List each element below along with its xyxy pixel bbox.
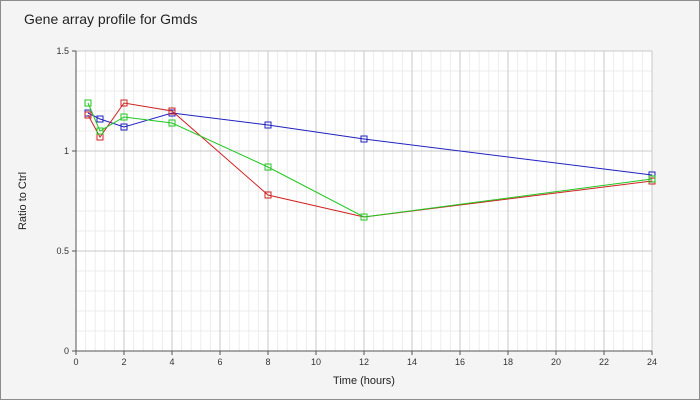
series-3	[84, 99, 656, 221]
x-tick-label: 14	[407, 357, 417, 367]
data-point-marker	[96, 127, 104, 135]
series-line	[87, 102, 653, 218]
x-tick-label: 0	[73, 357, 78, 367]
data-point-marker	[120, 123, 128, 131]
data-point-marker	[264, 191, 272, 199]
x-tick-label: 4	[169, 357, 174, 367]
x-axis-label: Time (hours)	[333, 375, 395, 387]
data-point-marker	[84, 111, 92, 119]
data-point-marker	[120, 99, 128, 107]
data-point-marker	[648, 175, 656, 183]
x-tick-label: 18	[503, 357, 513, 367]
y-axis-ticks: 0 0.5 1 1.5	[56, 46, 76, 356]
data-point-marker	[264, 121, 272, 129]
x-tick-label: 12	[359, 357, 369, 367]
y-tick-label: 1	[64, 146, 69, 156]
series-line	[87, 112, 653, 176]
x-tick-label: 16	[455, 357, 465, 367]
chart-title: Gene array profile for Gmds	[24, 11, 198, 27]
y-tick-label: 0	[64, 346, 69, 356]
x-tick-label: 22	[599, 357, 609, 367]
x-tick-label: 10	[311, 357, 321, 367]
data-point-marker	[360, 135, 368, 143]
data-point-marker	[120, 113, 128, 121]
x-tick-label: 6	[217, 357, 222, 367]
data-point-marker	[168, 119, 176, 127]
data-point-marker	[84, 99, 92, 107]
x-axis-ticks: 0 2 4 6 8 10 12 14 16 18 20 22 24	[73, 351, 657, 367]
x-tick-label: 24	[647, 357, 657, 367]
x-tick-label: 2	[121, 357, 126, 367]
series-layer	[84, 99, 656, 221]
y-tick-label: 1.5	[56, 46, 69, 56]
data-point-marker	[96, 115, 104, 123]
data-point-marker	[168, 107, 176, 115]
y-tick-label: 0.5	[56, 246, 69, 256]
data-point-marker	[264, 163, 272, 171]
x-tick-label: 8	[265, 357, 270, 367]
x-tick-label: 20	[551, 357, 561, 367]
y-axis-label: Ratio to Ctrl	[17, 172, 29, 230]
data-point-marker	[360, 213, 368, 221]
